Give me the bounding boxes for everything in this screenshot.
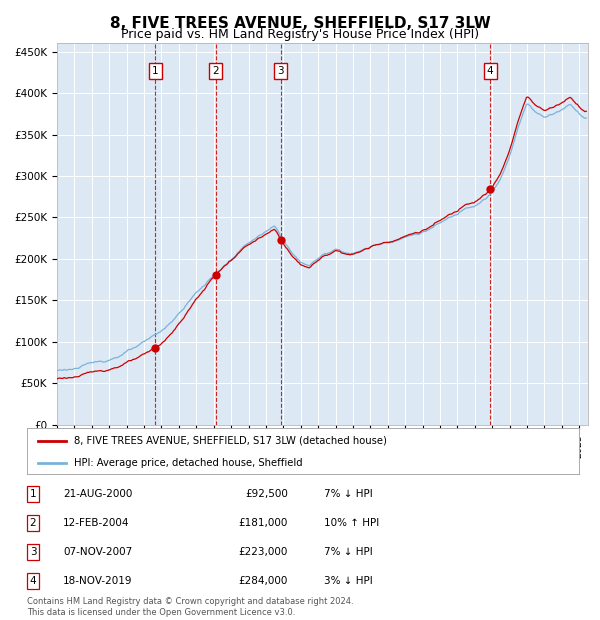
Text: £223,000: £223,000: [239, 547, 288, 557]
Text: 7% ↓ HPI: 7% ↓ HPI: [324, 489, 373, 499]
Text: Price paid vs. HM Land Registry's House Price Index (HPI): Price paid vs. HM Land Registry's House …: [121, 28, 479, 41]
Text: 10% ↑ HPI: 10% ↑ HPI: [324, 518, 379, 528]
Text: 1: 1: [29, 489, 37, 499]
Text: 2: 2: [212, 66, 219, 76]
Text: 8, FIVE TREES AVENUE, SHEFFIELD, S17 3LW: 8, FIVE TREES AVENUE, SHEFFIELD, S17 3LW: [110, 16, 490, 30]
Text: 12-FEB-2004: 12-FEB-2004: [63, 518, 130, 528]
Text: 8, FIVE TREES AVENUE, SHEFFIELD, S17 3LW (detached house): 8, FIVE TREES AVENUE, SHEFFIELD, S17 3LW…: [74, 436, 387, 446]
Text: 3% ↓ HPI: 3% ↓ HPI: [324, 576, 373, 587]
Text: 4: 4: [487, 66, 493, 76]
Text: 21-AUG-2000: 21-AUG-2000: [63, 489, 133, 499]
Text: Contains HM Land Registry data © Crown copyright and database right 2024.
This d: Contains HM Land Registry data © Crown c…: [27, 598, 353, 617]
Text: 4: 4: [29, 576, 37, 587]
Text: 3: 3: [277, 66, 284, 76]
Text: 3: 3: [29, 547, 37, 557]
Text: HPI: Average price, detached house, Sheffield: HPI: Average price, detached house, Shef…: [74, 458, 302, 467]
Text: 07-NOV-2007: 07-NOV-2007: [63, 547, 132, 557]
Text: £284,000: £284,000: [239, 576, 288, 587]
Text: £181,000: £181,000: [239, 518, 288, 528]
Text: 2: 2: [29, 518, 37, 528]
Text: 18-NOV-2019: 18-NOV-2019: [63, 576, 133, 587]
Text: 1: 1: [152, 66, 158, 76]
Text: 7% ↓ HPI: 7% ↓ HPI: [324, 547, 373, 557]
Text: £92,500: £92,500: [245, 489, 288, 499]
